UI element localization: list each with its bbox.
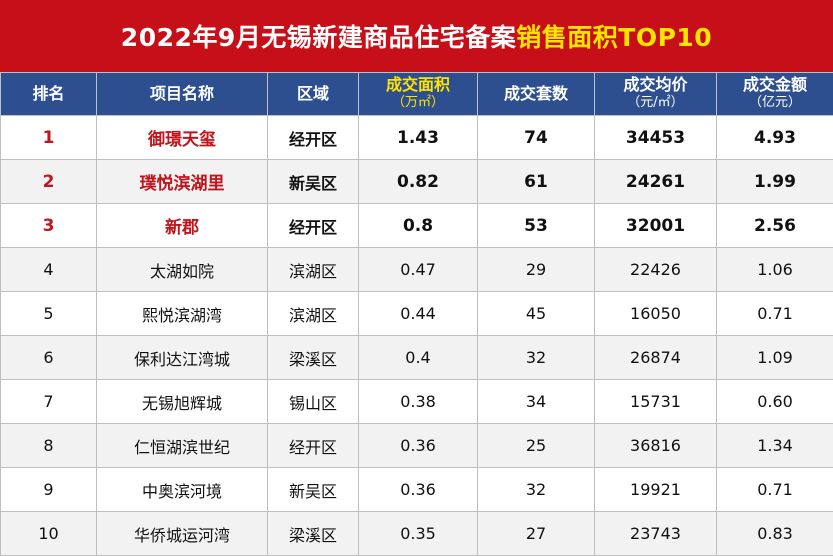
amount-cell: 0.83 xyxy=(717,512,833,556)
region-cell: 经开区 xyxy=(268,424,359,468)
header-amount: 成交金额 （亿元） xyxy=(717,73,833,116)
region-cell: 锡山区 xyxy=(268,380,359,424)
price-cell: 24261 xyxy=(595,160,717,204)
project-cell: 仁恒湖滨世纪 xyxy=(97,424,268,468)
price-cell: 26874 xyxy=(595,336,717,380)
table-row: 4 太湖如院 滨湖区 0.47 29 22426 1.06 xyxy=(1,248,833,292)
table-row: 6 保利达江湾城 梁溪区 0.4 32 26874 1.09 xyxy=(1,336,833,380)
region-cell: 经开区 xyxy=(268,204,359,248)
rank-cell: 1 xyxy=(1,116,97,160)
region-cell: 滨湖区 xyxy=(268,248,359,292)
area-cell: 0.4 xyxy=(359,336,478,380)
table-row: 8 仁恒湖滨世纪 经开区 0.36 25 36816 1.34 xyxy=(1,424,833,468)
header-amount-unit: （亿元） xyxy=(717,94,833,112)
units-cell: 53 xyxy=(478,204,595,248)
header-price-unit: （元/㎡） xyxy=(595,94,716,112)
price-cell: 36816 xyxy=(595,424,717,468)
amount-cell: 1.99 xyxy=(717,160,833,204)
area-cell: 1.43 xyxy=(359,116,478,160)
units-cell: 25 xyxy=(478,424,595,468)
project-cell: 熙悦滨湖湾 xyxy=(97,292,268,336)
price-cell: 19921 xyxy=(595,468,717,512)
amount-cell: 2.56 xyxy=(717,204,833,248)
amount-cell: 1.09 xyxy=(717,336,833,380)
area-cell: 0.82 xyxy=(359,160,478,204)
table-row: 5 熙悦滨湖湾 滨湖区 0.44 45 16050 0.71 xyxy=(1,292,833,336)
project-cell: 中奥滨河境 xyxy=(97,468,268,512)
area-cell: 0.8 xyxy=(359,204,478,248)
rank-cell: 8 xyxy=(1,424,97,468)
units-cell: 29 xyxy=(478,248,595,292)
table-row: 7 无锡旭辉城 锡山区 0.38 34 15731 0.60 xyxy=(1,380,833,424)
header-units: 成交套数 xyxy=(478,73,595,116)
units-cell: 34 xyxy=(478,380,595,424)
area-cell: 0.36 xyxy=(359,424,478,468)
price-cell: 34453 xyxy=(595,116,717,160)
area-cell: 0.36 xyxy=(359,468,478,512)
amount-cell: 4.93 xyxy=(717,116,833,160)
header-area-label: 成交面积 xyxy=(359,76,477,94)
region-cell: 梁溪区 xyxy=(268,512,359,556)
table-row: 3 新郡 经开区 0.8 53 32001 2.56 xyxy=(1,204,833,248)
title-main: 2022年9月无锡新建商品住宅备案 xyxy=(121,18,516,54)
region-cell: 经开区 xyxy=(268,116,359,160)
units-cell: 32 xyxy=(478,468,595,512)
project-cell: 新郡 xyxy=(97,204,268,248)
header-area: 成交面积 （万㎡） xyxy=(359,73,478,116)
project-cell: 保利达江湾城 xyxy=(97,336,268,380)
project-cell: 御璟天玺 xyxy=(97,116,268,160)
table-header-row: 排名 项目名称 区域 成交面积 （万㎡） 成交套数 成交均价 （元/㎡） 成交金… xyxy=(1,73,833,116)
amount-cell: 0.71 xyxy=(717,468,833,512)
rank-cell: 3 xyxy=(1,204,97,248)
header-price-label: 成交均价 xyxy=(595,76,716,94)
price-cell: 23743 xyxy=(595,512,717,556)
title-highlight: 销售面积TOP10 xyxy=(516,18,712,54)
area-cell: 0.38 xyxy=(359,380,478,424)
units-cell: 45 xyxy=(478,292,595,336)
units-cell: 74 xyxy=(478,116,595,160)
header-region: 区域 xyxy=(268,73,359,116)
price-cell: 15731 xyxy=(595,380,717,424)
region-cell: 滨湖区 xyxy=(268,292,359,336)
price-cell: 22426 xyxy=(595,248,717,292)
rank-cell: 6 xyxy=(1,336,97,380)
ranking-table: 排名 项目名称 区域 成交面积 （万㎡） 成交套数 成交均价 （元/㎡） 成交金… xyxy=(0,72,833,556)
region-cell: 梁溪区 xyxy=(268,336,359,380)
header-rank: 排名 xyxy=(1,73,97,116)
area-cell: 0.35 xyxy=(359,512,478,556)
rank-cell: 7 xyxy=(1,380,97,424)
area-cell: 0.47 xyxy=(359,248,478,292)
price-cell: 32001 xyxy=(595,204,717,248)
area-cell: 0.44 xyxy=(359,292,478,336)
region-cell: 新吴区 xyxy=(268,468,359,512)
project-cell: 华侨城运河湾 xyxy=(97,512,268,556)
price-cell: 16050 xyxy=(595,292,717,336)
header-project: 项目名称 xyxy=(97,73,268,116)
header-price: 成交均价 （元/㎡） xyxy=(595,73,717,116)
table-row: 9 中奥滨河境 新吴区 0.36 32 19921 0.71 xyxy=(1,468,833,512)
rank-cell: 9 xyxy=(1,468,97,512)
rank-cell: 4 xyxy=(1,248,97,292)
amount-cell: 0.71 xyxy=(717,292,833,336)
units-cell: 27 xyxy=(478,512,595,556)
page-title: 2022年9月无锡新建商品住宅备案销售面积TOP10 xyxy=(0,0,833,72)
table-row: 2 璞悦滨湖里 新吴区 0.82 61 24261 1.99 xyxy=(1,160,833,204)
units-cell: 32 xyxy=(478,336,595,380)
project-cell: 太湖如院 xyxy=(97,248,268,292)
amount-cell: 0.60 xyxy=(717,380,833,424)
header-amount-label: 成交金额 xyxy=(717,76,833,94)
table-row: 1 御璟天玺 经开区 1.43 74 34453 4.93 xyxy=(1,116,833,160)
header-area-unit: （万㎡） xyxy=(359,94,477,112)
project-cell: 无锡旭辉城 xyxy=(97,380,268,424)
rank-cell: 2 xyxy=(1,160,97,204)
amount-cell: 1.06 xyxy=(717,248,833,292)
amount-cell: 1.34 xyxy=(717,424,833,468)
region-cell: 新吴区 xyxy=(268,160,359,204)
rank-cell: 10 xyxy=(1,512,97,556)
units-cell: 61 xyxy=(478,160,595,204)
rank-cell: 5 xyxy=(1,292,97,336)
table-row: 10 华侨城运河湾 梁溪区 0.35 27 23743 0.83 xyxy=(1,512,833,556)
project-cell: 璞悦滨湖里 xyxy=(97,160,268,204)
